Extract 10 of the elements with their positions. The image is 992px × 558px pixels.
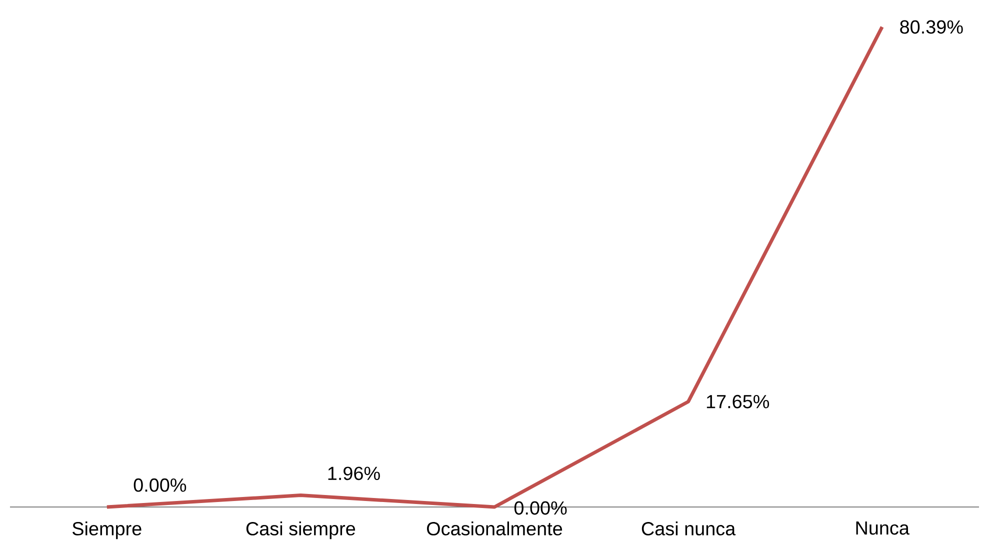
data-label: 0.00% bbox=[134, 478, 186, 492]
x-tick-label: Nunca bbox=[856, 522, 910, 535]
data-label: 0.00% bbox=[514, 501, 567, 515]
x-tick-label: Ocasionalmente bbox=[427, 522, 562, 536]
data-label: 17.65% bbox=[706, 394, 770, 408]
data-label: 1.96% bbox=[328, 466, 380, 480]
x-tick-label: Casi nunca bbox=[642, 522, 736, 536]
x-tick-label: Casi siempre bbox=[246, 522, 356, 540]
x-tick-label: Siempre bbox=[72, 522, 142, 540]
data-label: 80.39% bbox=[900, 20, 963, 34]
